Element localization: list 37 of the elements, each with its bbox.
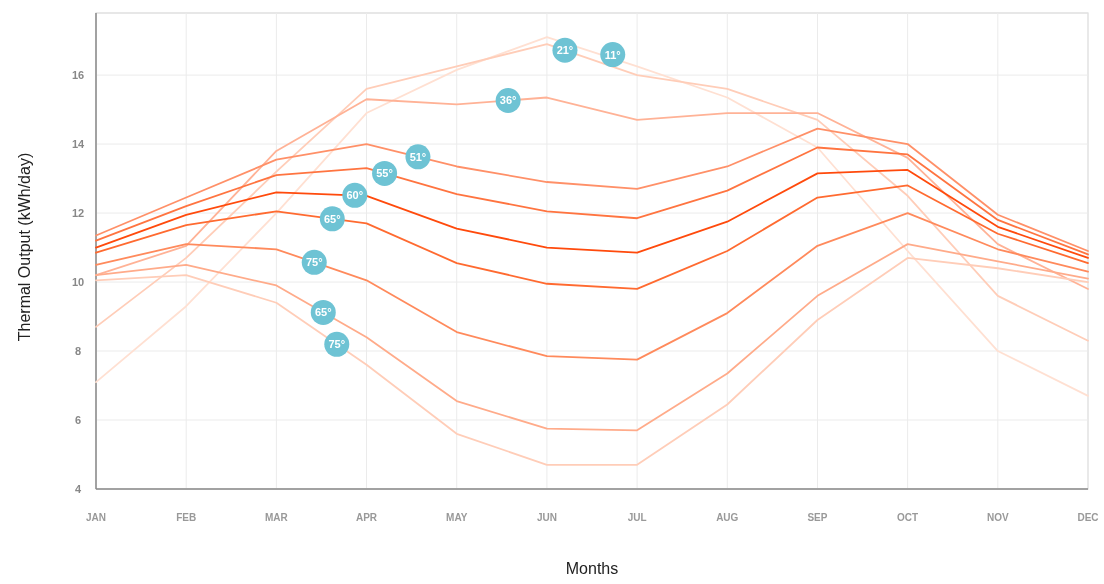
- x-tick-label: OCT: [897, 512, 919, 523]
- x-tick-label: MAR: [264, 512, 289, 523]
- y-tick-label: 8: [74, 345, 82, 358]
- y-tick-label: 4: [74, 483, 82, 495]
- line-series: [95, 146, 1089, 256]
- x-tick-label: AUG: [716, 512, 739, 523]
- series-label: 60°: [346, 189, 364, 202]
- series-label: 75°: [328, 338, 346, 351]
- series-label: 51°: [409, 150, 427, 163]
- y-tick-label: 6: [74, 414, 82, 427]
- y-tick-label: 16: [71, 69, 85, 82]
- y-tick-label: 14: [71, 138, 85, 151]
- line-series: [95, 36, 1089, 397]
- y-tick-label: 10: [71, 276, 85, 289]
- line-series: [95, 169, 1089, 259]
- x-tick-label: JAN: [85, 512, 107, 523]
- x-tick-label: NOV: [986, 512, 1009, 523]
- series-label: 65°: [314, 306, 332, 319]
- series-label: 65°: [323, 212, 341, 225]
- series-label: 21°: [556, 44, 574, 57]
- series-label: 55°: [376, 167, 393, 180]
- x-tick-label: JUL: [627, 512, 647, 523]
- y-axis-title: Thermal Output (kWh/day): [16, 152, 33, 342]
- x-tick-label: APR: [355, 512, 378, 523]
- series-label: 11°: [604, 48, 621, 61]
- y-tick-label: 12: [71, 207, 85, 220]
- x-axis-title: Months: [565, 560, 619, 577]
- line-series: [95, 184, 1089, 290]
- line-series: [95, 127, 1089, 252]
- x-tick-label: DEC: [1077, 512, 1099, 523]
- x-tick-label: SEP: [807, 512, 828, 523]
- line-series: [95, 212, 1089, 361]
- x-tick-label: MAY: [446, 512, 468, 523]
- x-tick-label: JUN: [536, 512, 557, 523]
- series-label: 75°: [305, 256, 323, 269]
- series-label: 36°: [499, 94, 517, 107]
- x-tick-label: FEB: [176, 512, 197, 523]
